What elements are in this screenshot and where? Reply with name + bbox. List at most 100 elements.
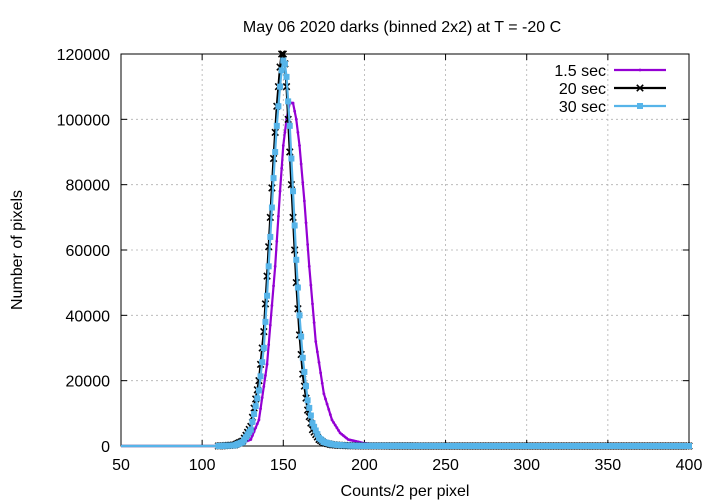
data-point-marker xyxy=(265,362,269,366)
data-point-marker xyxy=(312,321,316,325)
x-tick-label: 100 xyxy=(189,457,216,474)
data-point-marker xyxy=(283,73,290,80)
data-point-marker xyxy=(294,117,298,121)
y-tick-label: 80000 xyxy=(66,178,111,195)
data-point-marker xyxy=(272,149,279,155)
data-point-marker xyxy=(307,264,311,268)
x-tick-label: 250 xyxy=(432,457,459,474)
y-tick-label: 100000 xyxy=(57,112,110,129)
data-point-marker xyxy=(272,284,275,288)
legend-label: 1.5 sec xyxy=(554,63,606,80)
data-point-marker xyxy=(319,371,323,375)
data-point-marker xyxy=(275,103,282,110)
data-point-marker xyxy=(257,418,261,422)
legend-marker xyxy=(638,68,642,72)
x-tick-label: 300 xyxy=(513,457,540,474)
legend-entry: 1.5 sec xyxy=(554,63,666,80)
data-point-marker xyxy=(275,239,279,243)
data-point-marker xyxy=(686,443,692,449)
data-point-marker xyxy=(268,204,275,211)
data-point-marker xyxy=(251,410,258,417)
y-axis-label: Number of pixels xyxy=(9,190,26,310)
series-0 xyxy=(121,101,691,448)
data-point-marker xyxy=(330,418,334,422)
y-tick-label: 20000 xyxy=(66,374,111,391)
data-point-marker xyxy=(306,404,313,411)
data-point-marker xyxy=(304,221,308,225)
y-tick-label: 0 xyxy=(101,439,110,456)
data-point-marker xyxy=(315,350,319,354)
data-point-marker xyxy=(257,373,264,380)
data-point-marker xyxy=(293,109,297,113)
axes: 50 100 150 200 250 300 350 400 0 20000 40000 60000 8… xyxy=(57,47,703,474)
data-point-marker xyxy=(273,122,280,129)
data-point-marker xyxy=(298,144,301,147)
data-point-marker xyxy=(296,312,303,319)
data-point-marker xyxy=(279,50,288,58)
data-point-marker xyxy=(301,181,305,184)
data-point-marker xyxy=(268,323,272,327)
data-point-marker xyxy=(260,396,264,400)
data-point-marker xyxy=(270,304,274,307)
data-point-marker xyxy=(286,122,293,129)
chart-title: May 06 2020 darks (binned 2x2) at T = -2… xyxy=(243,19,561,36)
data-point-marker xyxy=(283,131,287,134)
data-point-marker xyxy=(273,264,277,268)
data-point-marker xyxy=(254,426,258,430)
data-point-marker xyxy=(299,354,306,361)
x-tick-label: 150 xyxy=(270,457,297,474)
data-point-marker xyxy=(262,318,269,325)
data-point-marker xyxy=(265,263,272,270)
data-point-marker xyxy=(304,397,311,404)
data-point-marker xyxy=(301,368,308,375)
data-point-marker xyxy=(332,421,335,424)
data-point-marker xyxy=(281,60,288,67)
data-point-marker xyxy=(309,283,313,287)
data-point-marker xyxy=(255,387,262,394)
data-point-marker xyxy=(259,359,266,366)
data-point-marker xyxy=(247,426,254,433)
data-point-marker xyxy=(264,374,267,377)
data-point-marker xyxy=(291,101,295,105)
data-point-marker xyxy=(278,67,285,74)
data-point-marker xyxy=(249,418,256,425)
data-point-marker xyxy=(307,412,314,419)
y-tick-label: 40000 xyxy=(66,308,111,325)
data-point-marker xyxy=(328,413,332,417)
y-tick-label: 120000 xyxy=(57,47,110,64)
y-tick-label: 60000 xyxy=(66,243,111,260)
legend-marker xyxy=(636,84,644,92)
data-point-marker xyxy=(311,423,318,430)
data-point-marker xyxy=(262,385,266,388)
series-line xyxy=(121,101,690,448)
data-point-marker xyxy=(333,423,337,427)
data-point-marker xyxy=(259,407,262,411)
data-point-marker xyxy=(293,256,300,263)
data-point-marker xyxy=(264,292,271,299)
data-point-marker xyxy=(314,431,321,438)
x-tick-label: 400 xyxy=(676,457,703,474)
data-point-marker xyxy=(314,340,318,343)
data-point-marker xyxy=(260,345,267,351)
data-point-marker xyxy=(294,284,301,291)
data-point-marker xyxy=(277,50,286,58)
data-point-marker xyxy=(278,189,282,193)
data-point-marker xyxy=(317,360,321,364)
data-point-marker xyxy=(325,402,329,406)
data-point-marker xyxy=(303,383,310,390)
data-point-marker xyxy=(311,302,314,306)
data-point-marker xyxy=(254,395,261,402)
data-point-marker xyxy=(285,98,292,105)
legend-marker xyxy=(637,103,643,109)
data-point-marker xyxy=(302,199,306,203)
data-point-marker xyxy=(280,166,284,170)
data-point-marker xyxy=(252,403,259,410)
data-point-marker xyxy=(335,426,339,430)
x-tick-label: 200 xyxy=(351,457,378,474)
data-point-marker xyxy=(280,57,287,64)
data-point-marker xyxy=(306,243,310,246)
data-point-marker xyxy=(322,392,326,396)
data-point-marker xyxy=(277,83,284,90)
